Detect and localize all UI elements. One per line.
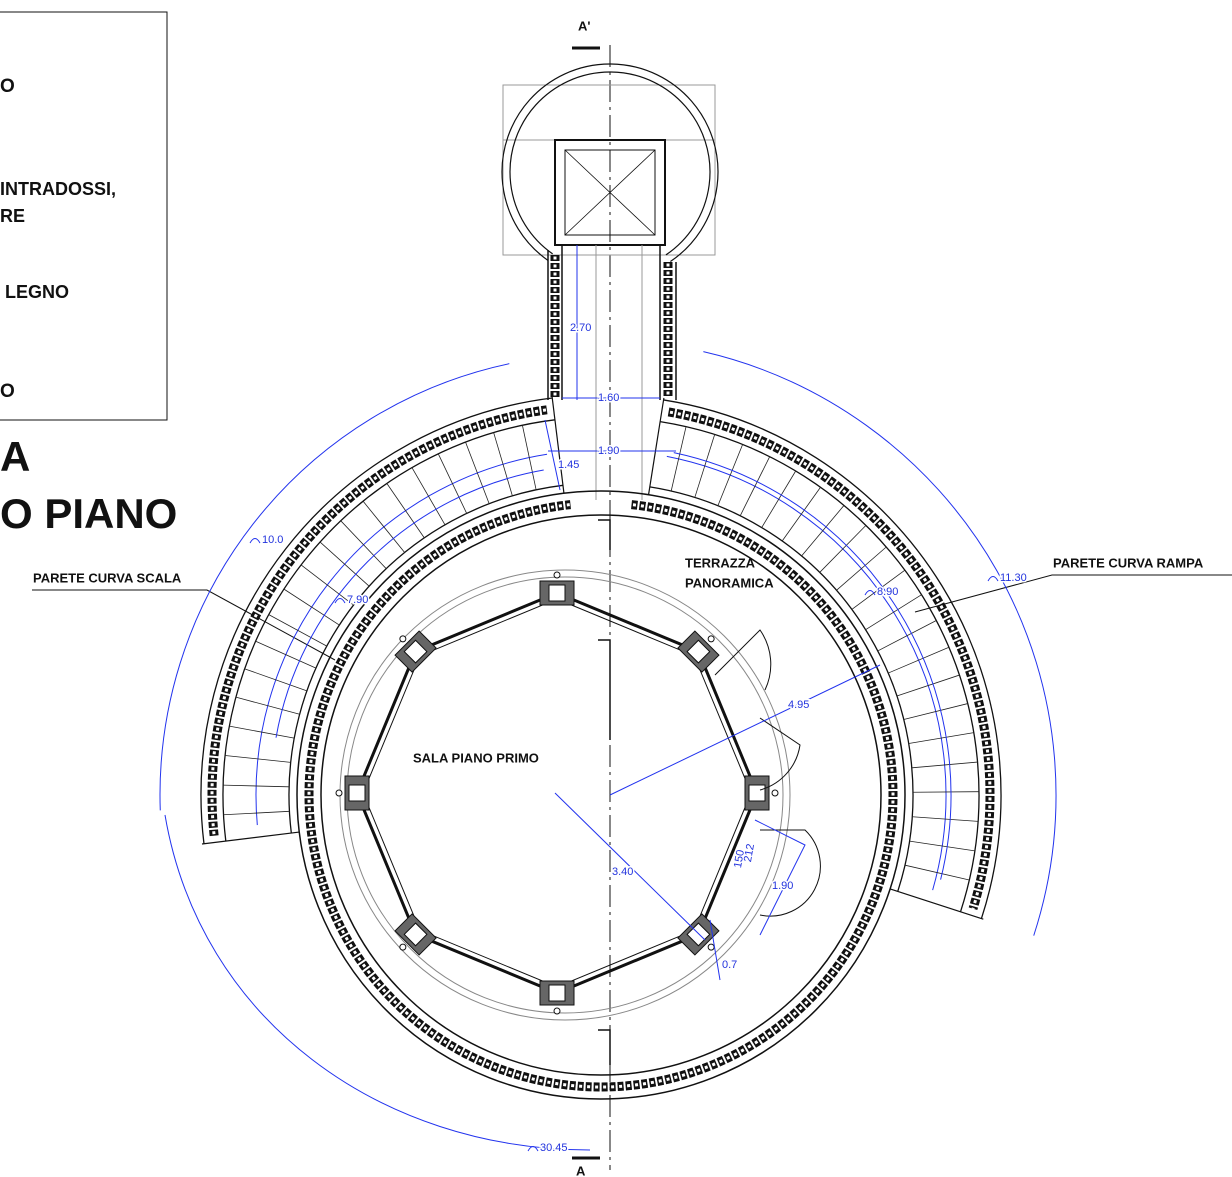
leader-line	[32, 590, 335, 660]
area-label: PANORAMICA	[685, 575, 774, 590]
column-core	[549, 985, 565, 1001]
dimension-label: 1.60	[598, 392, 619, 404]
dimension-label: 1.45	[558, 459, 579, 471]
tread	[412, 468, 445, 525]
dimension-label: 1.90	[772, 880, 793, 892]
column-core	[749, 785, 765, 801]
legend-text: O	[0, 381, 15, 402]
tread	[284, 589, 339, 625]
wall-label: PARETE CURVA RAMPA	[1053, 555, 1204, 570]
legend-text: O	[0, 76, 15, 97]
section-mark: A	[576, 1163, 586, 1177]
tread	[269, 615, 327, 646]
tread	[718, 445, 743, 506]
column-pin	[554, 1008, 560, 1014]
band-wall	[289, 485, 563, 833]
dimension-line	[674, 453, 951, 880]
column	[678, 625, 725, 672]
floor-plan: O INTRADOSSI, RE LEGNO O A O PIANO A' A …	[0, 0, 1232, 1177]
column-pin	[554, 572, 560, 578]
leader-line	[915, 575, 1232, 612]
tread	[522, 425, 536, 490]
tread	[363, 501, 405, 552]
column-core	[349, 785, 365, 801]
section-mark: A'	[578, 18, 590, 33]
column-core	[549, 585, 565, 601]
tread	[913, 792, 979, 793]
dimension-label: 3.40	[612, 866, 633, 878]
arc-symbol	[250, 539, 260, 544]
tread	[466, 442, 490, 504]
tread	[438, 454, 466, 514]
tread	[320, 542, 369, 586]
dimension-label: 150	[732, 849, 747, 869]
page: {"legend": {"lines": ["O", "INTRADOSSI,"…	[0, 0, 1232, 1177]
tread	[671, 427, 686, 491]
column	[540, 981, 574, 1014]
band-beads	[669, 412, 990, 909]
tread	[229, 726, 294, 738]
room-ring	[340, 570, 790, 1020]
column-pin	[772, 790, 778, 796]
dimension-label: 7.90	[347, 594, 368, 606]
section-line	[598, 520, 610, 1065]
tread	[494, 433, 513, 496]
plan-drawing: 2.70 1.60 1.90 1.45 10.0 7.90 8.90 11.30 4.95 3.4…	[160, 64, 1056, 1154]
shaft-wall	[548, 245, 676, 400]
legend-box	[0, 12, 167, 420]
tread	[888, 647, 949, 673]
title-line: O PIANO	[0, 490, 177, 537]
shaft-line	[596, 245, 642, 500]
dimension-label: 0.7	[722, 959, 737, 971]
column	[745, 776, 778, 810]
tread	[762, 471, 796, 528]
band-wall	[650, 487, 913, 892]
tower-grid	[503, 85, 715, 255]
dimension-label: 10.0	[262, 534, 283, 546]
tread	[387, 483, 424, 537]
dimension-label: 2.70	[570, 322, 591, 334]
band-beads	[669, 412, 990, 909]
band-end	[890, 889, 983, 919]
tread	[904, 704, 968, 720]
title-line: A	[0, 433, 30, 480]
dimension-label: 4.95	[788, 699, 809, 711]
arc-symbol	[865, 591, 875, 596]
dimension-line	[545, 420, 560, 490]
tread	[301, 565, 353, 605]
dimension-line	[276, 470, 544, 738]
legend-text: LEGNO	[5, 282, 69, 302]
dimension-label: 11.30	[1000, 572, 1027, 584]
main-wall	[297, 491, 905, 1099]
tread	[782, 487, 820, 541]
tread	[245, 669, 307, 691]
arc-symbol	[335, 599, 345, 604]
tread	[695, 434, 715, 497]
tread	[236, 697, 300, 714]
tread	[909, 733, 974, 744]
wall-label: PARETE CURVA SCALA	[33, 570, 182, 585]
dimension-label: 8.90	[877, 586, 898, 598]
area-label: TERRAZZA	[685, 555, 756, 570]
tread	[836, 547, 886, 590]
legend-text: INTRADOSSI,	[0, 179, 116, 199]
arc-symbol	[988, 577, 998, 582]
band-wall	[223, 420, 555, 841]
column	[336, 776, 369, 810]
door	[715, 630, 820, 916]
column	[389, 914, 436, 961]
tread	[897, 675, 960, 696]
dimension-label: 1.90	[598, 445, 619, 457]
main-wall	[321, 515, 881, 1075]
band-end	[649, 398, 664, 495]
column-pin	[336, 790, 342, 796]
legend-text: RE	[0, 206, 25, 226]
column	[389, 625, 436, 672]
dimension-label: 30.45	[540, 1142, 568, 1154]
main-beads	[309, 505, 893, 1087]
tread	[866, 595, 922, 630]
room-label: SALA PIANO PRIMO	[413, 750, 539, 765]
dimension-line	[755, 820, 805, 935]
tread	[905, 865, 969, 880]
